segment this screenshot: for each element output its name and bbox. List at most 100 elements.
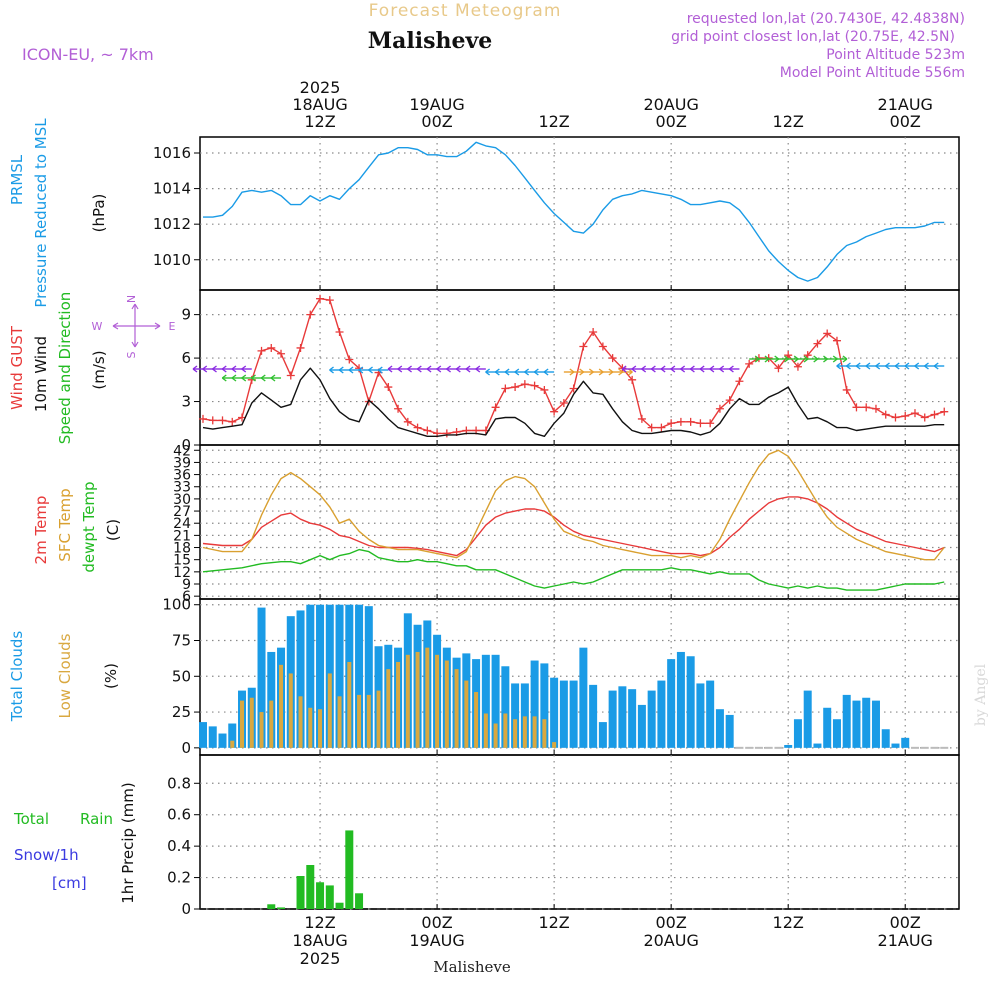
wind-direction-arrows: [192, 355, 945, 382]
app-title: Forecast Meteogram: [369, 1, 562, 21]
cloud-bar-total: [199, 722, 207, 748]
y-tick-label: 3: [181, 393, 191, 411]
wind-arrow-head: [426, 365, 432, 373]
wind-arrow-head: [407, 365, 412, 373]
precip-rain-label: Rain: [80, 810, 113, 828]
gust-marker: [745, 359, 754, 368]
cloud-bar-low: [337, 696, 342, 748]
wind-arrow-head: [231, 365, 237, 373]
gust-marker: [901, 412, 910, 421]
cloud-bar-low: [318, 709, 323, 748]
y-tick-label: 42: [173, 443, 191, 459]
cloud-bar-total: [335, 604, 344, 748]
cloud-bar-total: [647, 690, 656, 748]
precip-bar: [355, 893, 364, 909]
gust-marker: [813, 339, 822, 348]
top-time-label: 12Z: [304, 112, 335, 131]
cloud-bar-low: [542, 719, 547, 748]
gust-marker: [832, 336, 841, 345]
y-tick-label: 36: [173, 468, 191, 484]
top-time-label: 21AUG: [878, 95, 933, 114]
wind-arrow-head: [485, 368, 491, 376]
bottom-time-label: 00Z: [421, 913, 452, 932]
wind-arrow-head: [348, 366, 354, 374]
top-time-label: 19AUG: [409, 95, 464, 114]
cloud-bar-total: [355, 604, 364, 748]
y-tick-label: 50: [172, 667, 191, 685]
wind-arrow-head: [836, 362, 842, 370]
cloud-bar-total: [793, 719, 802, 748]
gust-marker: [608, 354, 617, 363]
wind-arrow-head: [221, 374, 227, 382]
cloud-bar-low: [396, 661, 401, 748]
series-line-2m-temp: [202, 496, 945, 557]
wind-arrow-head: [533, 368, 539, 376]
wind-arrow-head: [670, 365, 676, 373]
gust-marker: [569, 384, 578, 393]
cloud-bar-total: [530, 660, 539, 748]
cloud-bar-total: [832, 719, 841, 748]
y-tick-label: 1010: [153, 251, 191, 269]
compass-s: S: [125, 351, 138, 358]
gust-marker: [520, 380, 529, 389]
wind-arrow-head: [543, 368, 549, 376]
wind-arrow-head: [719, 365, 725, 373]
wind-arrow-head: [338, 366, 344, 374]
gust-marker: [793, 362, 802, 371]
wind-arrow-head: [641, 365, 647, 373]
cloud-bar-total: [657, 680, 666, 748]
cloud-bar-total: [637, 704, 646, 748]
cloud-bar-total: [267, 651, 276, 748]
wind-arrow-head: [241, 374, 247, 382]
cloud-bar-low: [552, 742, 557, 748]
wind-arrow-head: [608, 368, 614, 376]
gust-marker: [286, 371, 295, 380]
cloud-bar-low: [405, 654, 410, 748]
wind-arrow-head: [699, 365, 705, 373]
panel-clouds: 0 25 50 75 100: [162, 596, 960, 757]
gust-marker: [325, 296, 334, 305]
gust-marker: [852, 403, 861, 412]
wind-arrow-head: [680, 365, 686, 373]
gust-marker: [345, 355, 354, 364]
cloud-bar-total: [589, 684, 598, 748]
bottom-time-label: 2025: [300, 949, 341, 968]
gust-marker: [267, 343, 276, 352]
cloud-bar-total: [823, 707, 832, 748]
wind-arrow-head: [813, 355, 819, 363]
y-tick-label: 30: [173, 492, 191, 508]
wind-arrow-head: [621, 365, 627, 373]
y-tick-label: 18: [173, 541, 191, 557]
cloud-bar-total: [501, 666, 510, 748]
y-tick-label: 25: [172, 703, 191, 721]
cloud-bar-total: [550, 677, 559, 748]
precip-bar: [267, 904, 276, 909]
bottom-time-label: 19AUG: [409, 931, 464, 950]
model-altitude: Model Point Altitude 556m: [780, 65, 965, 81]
wind-arrow-head: [924, 362, 929, 370]
compass-rose: W E N S: [92, 295, 176, 359]
compass-w: W: [92, 320, 103, 333]
side-label: SFC Temp: [56, 488, 74, 561]
header: Forecast Meteogram Malisheve ICON-EU, ~ …: [22, 1, 965, 81]
cloud-bar-low: [435, 654, 440, 748]
precip-bar: [335, 902, 344, 909]
wind-arrow-head: [865, 362, 871, 370]
gust-marker: [579, 342, 588, 351]
top-time-label: 12Z: [773, 112, 804, 131]
wind-arrow-head: [202, 365, 208, 373]
wind-arrow-head: [774, 355, 780, 363]
y-tick-label: 0.8: [167, 774, 191, 792]
gust-marker: [442, 429, 451, 438]
cloud-bar-low: [474, 692, 479, 748]
cloud-bar-total: [520, 683, 529, 748]
bottom-time-label: 21AUG: [878, 931, 933, 950]
top-time-label: 00Z: [655, 112, 686, 131]
panels: 1010101210141016036969121518212427303336…: [8, 118, 960, 918]
gust-marker: [628, 375, 637, 384]
wind-arrow-head: [764, 355, 770, 363]
bottom-time-label: 00Z: [890, 913, 921, 932]
wind-arrow-head: [793, 355, 799, 363]
wind-arrow-head: [885, 362, 890, 370]
